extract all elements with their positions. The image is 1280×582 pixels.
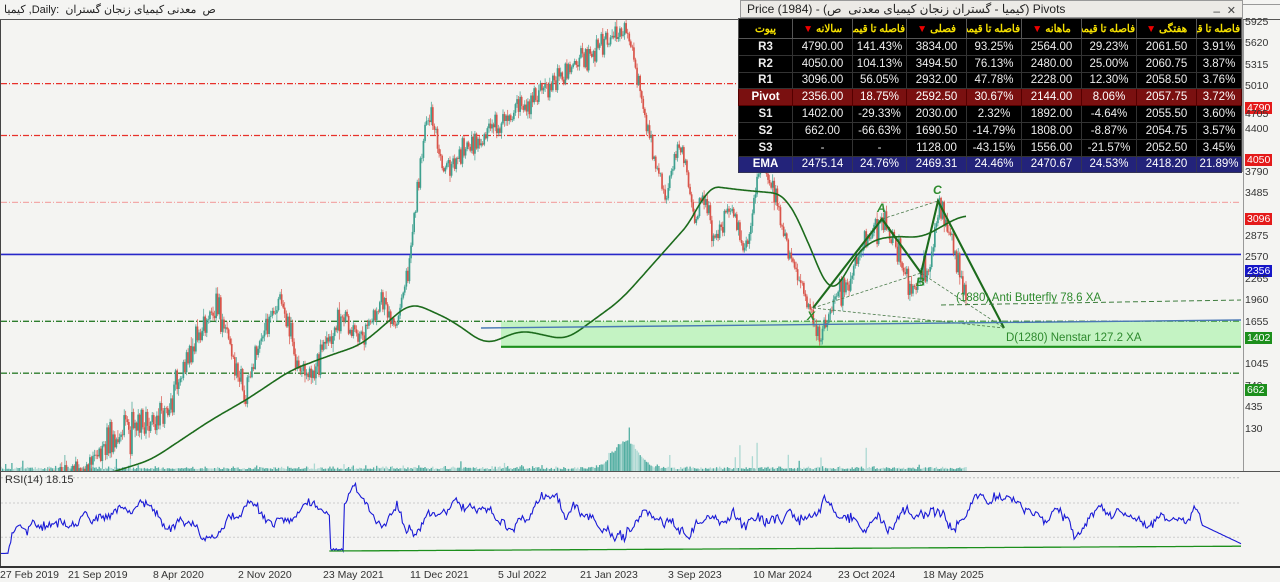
svg-text:(1880) Anti Butterfly 78.6 XA: (1880) Anti Butterfly 78.6 XA bbox=[956, 292, 1101, 304]
svg-text:C: C bbox=[933, 183, 942, 197]
svg-text:X: X bbox=[806, 309, 816, 323]
svg-text:B: B bbox=[916, 275, 925, 289]
svg-text:A: A bbox=[876, 201, 886, 215]
svg-text:D(1280) Nenstar 127.2 XA: D(1280) Nenstar 127.2 XA bbox=[1006, 332, 1142, 344]
svg-text:RSI(14) 18.15: RSI(14) 18.15 bbox=[5, 474, 73, 486]
